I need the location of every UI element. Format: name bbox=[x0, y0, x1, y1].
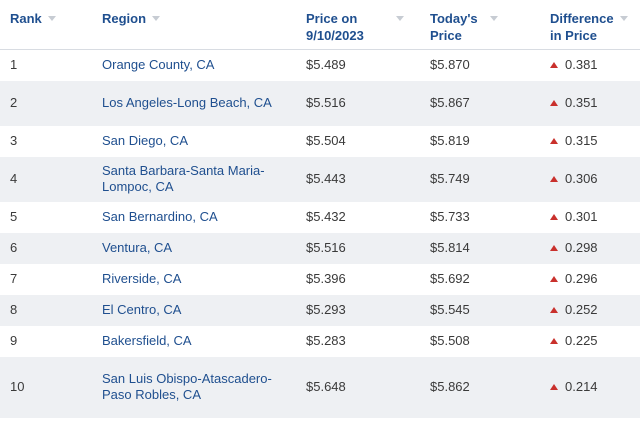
rank-cell: 6 bbox=[10, 240, 18, 255]
rank-cell: 3 bbox=[10, 133, 18, 148]
region-link[interactable]: Santa Barbara-Santa Maria-Lompoc, CA bbox=[102, 163, 265, 194]
difference-value: 0.225 bbox=[565, 333, 598, 348]
up-triangle-icon bbox=[550, 100, 558, 106]
table-row: 9 Bakersfield, CA $5.283 $5.508 0.225 bbox=[0, 325, 640, 357]
up-triangle-icon bbox=[550, 338, 558, 344]
up-triangle-icon bbox=[550, 245, 558, 251]
price-today-cell: $5.749 bbox=[430, 171, 470, 186]
difference-value: 0.381 bbox=[565, 57, 598, 73]
difference-cell: 0.301 bbox=[550, 202, 640, 233]
region-link[interactable]: San Diego, CA bbox=[102, 133, 188, 148]
table-row: 7 Riverside, CA $5.396 $5.692 0.296 bbox=[0, 263, 640, 295]
gas-price-table: Rank Region Price on 9/10/2023 Today's P… bbox=[0, 0, 640, 418]
price-today-cell: $5.545 bbox=[430, 302, 470, 317]
rank-cell: 4 bbox=[10, 171, 18, 186]
region-link[interactable]: Ventura, CA bbox=[102, 240, 173, 255]
up-triangle-icon bbox=[550, 138, 558, 144]
rank-cell: 8 bbox=[10, 302, 18, 317]
table-row: 1 Orange County, CA $5.489 $5.870 0.381 bbox=[0, 49, 640, 81]
up-triangle-icon bbox=[550, 62, 558, 69]
header-difference-label: Difference in Price bbox=[550, 11, 614, 43]
difference-cell: 0.315 bbox=[550, 126, 640, 157]
price-then-cell: $5.283 bbox=[306, 333, 346, 348]
rank-cell: 1 bbox=[10, 57, 18, 73]
difference-cell: 0.252 bbox=[550, 295, 640, 326]
difference-value: 0.351 bbox=[565, 95, 598, 110]
sort-caret-down-icon[interactable] bbox=[47, 16, 56, 21]
price-today-cell: $5.733 bbox=[430, 209, 470, 224]
price-today-cell: $5.508 bbox=[430, 333, 470, 348]
table-row: 5 San Bernardino, CA $5.432 $5.733 0.301 bbox=[0, 201, 640, 233]
difference-value: 0.315 bbox=[565, 133, 598, 148]
header-price-then[interactable]: Price on 9/10/2023 bbox=[306, 0, 430, 50]
header-rank[interactable]: Rank bbox=[0, 0, 102, 50]
price-then-cell: $5.516 bbox=[306, 95, 346, 110]
difference-value: 0.301 bbox=[565, 209, 598, 224]
region-link[interactable]: San Bernardino, CA bbox=[102, 209, 218, 224]
header-price-then-label: Price on 9/10/2023 bbox=[306, 11, 364, 43]
header-difference[interactable]: Difference in Price bbox=[550, 0, 640, 50]
difference-cell: 0.296 bbox=[550, 264, 640, 295]
price-today-cell: $5.870 bbox=[430, 57, 470, 73]
price-then-cell: $5.648 bbox=[306, 379, 346, 394]
price-then-cell: $5.293 bbox=[306, 302, 346, 317]
header-price-today[interactable]: Today's Price bbox=[430, 0, 550, 50]
price-today-cell: $5.814 bbox=[430, 240, 470, 255]
up-triangle-icon bbox=[550, 307, 558, 313]
sort-caret-down-icon[interactable] bbox=[620, 16, 628, 21]
header-region-label: Region bbox=[102, 11, 147, 26]
header-region[interactable]: Region bbox=[102, 0, 306, 50]
rank-cell: 7 bbox=[10, 271, 18, 286]
price-then-cell: $5.516 bbox=[306, 240, 346, 255]
price-today-cell: $5.819 bbox=[430, 133, 470, 148]
up-triangle-icon bbox=[550, 384, 558, 390]
table-row: 4 Santa Barbara-Santa Maria-Lompoc, CA $5.… bbox=[0, 156, 640, 202]
region-link[interactable]: Los Angeles-Long Beach, CA bbox=[102, 95, 272, 110]
rank-cell: 9 bbox=[10, 333, 18, 348]
difference-cell: 0.214 bbox=[550, 357, 640, 418]
rank-cell: 2 bbox=[10, 95, 18, 110]
difference-value: 0.296 bbox=[565, 271, 598, 286]
difference-cell: 0.351 bbox=[550, 81, 640, 126]
difference-value: 0.306 bbox=[565, 171, 598, 186]
table-header-row: Rank Region Price on 9/10/2023 Today's P… bbox=[0, 0, 640, 50]
price-then-cell: $5.443 bbox=[306, 171, 346, 186]
sort-caret-down-icon[interactable] bbox=[152, 16, 161, 21]
sort-caret-down-icon[interactable] bbox=[490, 16, 498, 21]
difference-value: 0.214 bbox=[565, 379, 598, 394]
header-rank-label: Rank bbox=[10, 11, 42, 26]
price-then-cell: $5.432 bbox=[306, 209, 346, 224]
table-row: 10 San Luis Obispo-Atascadero-Paso Robles… bbox=[0, 356, 640, 418]
region-link[interactable]: Riverside, CA bbox=[102, 271, 182, 286]
price-then-cell: $5.489 bbox=[306, 57, 346, 73]
region-link[interactable]: El Centro, CA bbox=[102, 302, 182, 317]
table-row: 8 El Centro, CA $5.293 $5.545 0.252 bbox=[0, 294, 640, 326]
region-link[interactable]: Bakersfield, CA bbox=[102, 333, 192, 348]
price-then-cell: $5.504 bbox=[306, 133, 346, 148]
up-triangle-icon bbox=[550, 176, 558, 182]
region-link[interactable]: San Luis Obispo-Atascadero-Paso Robles, … bbox=[102, 371, 272, 402]
price-today-cell: $5.692 bbox=[430, 271, 470, 286]
up-triangle-icon bbox=[550, 214, 558, 220]
difference-cell: 0.306 bbox=[550, 157, 640, 202]
region-link[interactable]: Orange County, CA bbox=[102, 57, 215, 73]
table-row: 3 San Diego, CA $5.504 $5.819 0.315 bbox=[0, 125, 640, 157]
table-row: 6 Ventura, CA $5.516 $5.814 0.298 bbox=[0, 232, 640, 264]
difference-cell: 0.381 bbox=[550, 50, 640, 81]
price-today-cell: $5.867 bbox=[430, 95, 470, 110]
difference-value: 0.252 bbox=[565, 302, 598, 317]
header-price-today-label: Today's Price bbox=[430, 11, 478, 43]
price-then-cell: $5.396 bbox=[306, 271, 346, 286]
rank-cell: 5 bbox=[10, 209, 18, 224]
table-row: 2 Los Angeles-Long Beach, CA $5.516 $5.867 0… bbox=[0, 80, 640, 126]
sort-caret-down-icon[interactable] bbox=[396, 16, 404, 21]
rank-cell: 10 bbox=[10, 379, 25, 394]
up-triangle-icon bbox=[550, 276, 558, 282]
price-today-cell: $5.862 bbox=[430, 379, 470, 394]
difference-cell: 0.225 bbox=[550, 326, 640, 357]
difference-cell: 0.298 bbox=[550, 233, 640, 264]
difference-value: 0.298 bbox=[565, 240, 598, 255]
